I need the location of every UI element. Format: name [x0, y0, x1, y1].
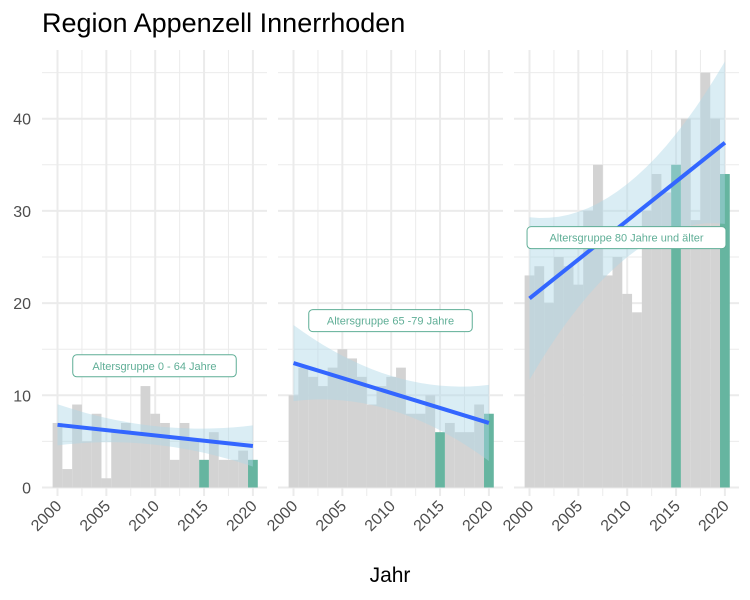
bar [425, 395, 436, 488]
bar [140, 386, 151, 488]
bar [553, 257, 564, 488]
trend-line [57, 422, 254, 448]
bar [632, 312, 642, 488]
bar-highlight [484, 413, 494, 488]
bar [710, 118, 721, 488]
bar [534, 266, 545, 488]
bar [298, 367, 309, 488]
bar [386, 376, 397, 488]
annotation-label: Altersgruppe 65 -79 Jahre [327, 316, 454, 328]
bar [474, 404, 485, 488]
bar [337, 349, 348, 488]
bar [81, 441, 92, 488]
x-tick-label: 2010 [598, 498, 635, 535]
x-tick-label: 2005 [549, 498, 586, 535]
bar [415, 413, 426, 488]
y-tick-label: 10 [13, 388, 31, 405]
bar [150, 413, 161, 488]
bar [72, 404, 82, 488]
bar-highlight [435, 432, 445, 488]
y-tick-label: 20 [13, 296, 31, 313]
bar-highlight [720, 174, 730, 488]
x-tick-label: 2000 [264, 498, 301, 535]
x-tick-label: 2015 [647, 498, 684, 535]
annotation-label: Altersgruppe 0 - 64 Jahre [92, 361, 216, 373]
x-tick-label: 2015 [411, 498, 448, 535]
x-tick-label: 2010 [126, 498, 163, 535]
annotation-box [308, 309, 473, 333]
bar [376, 386, 387, 488]
chart-title: Region Appenzell Innerrhoden [42, 8, 405, 38]
bar [602, 275, 613, 488]
bar [612, 257, 623, 488]
bar [160, 422, 170, 488]
bar [327, 367, 338, 488]
bar [524, 275, 535, 488]
trend-line [528, 141, 727, 301]
bar [52, 422, 63, 488]
panel: Altersgruppe 65 -79 Jahre 2000 2005 2010 201… [264, 50, 503, 535]
bar-highlight [199, 459, 209, 488]
bar [651, 174, 662, 488]
bar [366, 404, 377, 488]
bar [228, 459, 239, 488]
bar [288, 395, 299, 488]
bar [347, 358, 358, 488]
x-tick-label: 2005 [313, 498, 350, 535]
bar [544, 303, 554, 488]
bar [101, 478, 112, 488]
bar [690, 220, 701, 488]
bar [464, 432, 475, 488]
bar [454, 432, 465, 488]
y-tick-label: 0 [22, 481, 31, 498]
bar [238, 450, 249, 488]
bar [661, 192, 672, 488]
bar [111, 432, 122, 488]
bar [583, 210, 594, 488]
bar [622, 293, 633, 488]
bar [169, 459, 180, 488]
bar [573, 284, 584, 488]
x-tick-label: 2000 [28, 498, 65, 535]
x-tick-label: 2010 [362, 498, 399, 535]
bar [130, 432, 141, 488]
bar [641, 210, 652, 488]
bar [121, 422, 131, 488]
bar [91, 413, 102, 488]
bar [317, 386, 328, 488]
x-tick-label: 2020 [696, 498, 733, 535]
x-axis-label: Jahr [370, 564, 411, 587]
bar [444, 422, 455, 488]
bar [208, 432, 219, 488]
bar [405, 413, 416, 488]
x-tick-label: 2000 [500, 498, 537, 535]
bar [308, 376, 318, 488]
bar-highlight [671, 164, 681, 488]
annotation-box [526, 226, 727, 250]
panel: Altersgruppe 0 - 64 Jahre 2000 2005 2010 201… [28, 50, 267, 535]
y-tick-label: 30 [13, 204, 31, 221]
trend-line [292, 361, 490, 425]
x-tick-label: 2020 [460, 498, 497, 535]
annotation-box [72, 354, 237, 378]
x-tick-label: 2005 [77, 498, 114, 535]
bar [563, 266, 574, 488]
x-tick-label: 2020 [224, 498, 261, 535]
bar [189, 441, 200, 488]
x-tick-label: 2015 [175, 498, 212, 535]
bar [700, 72, 711, 488]
bar [357, 376, 367, 488]
bar [62, 469, 73, 488]
bar [396, 367, 406, 488]
bar [218, 459, 229, 488]
bar-highlight [248, 459, 258, 488]
bar [680, 118, 691, 488]
bar [593, 164, 603, 488]
annotation-label: Altersgruppe 80 Jahre und älter [549, 233, 703, 245]
y-tick-label: 40 [13, 112, 31, 129]
panel: Altersgruppe 80 Jahre und älter 2000 2005 2… [500, 50, 739, 535]
bar [179, 422, 190, 488]
